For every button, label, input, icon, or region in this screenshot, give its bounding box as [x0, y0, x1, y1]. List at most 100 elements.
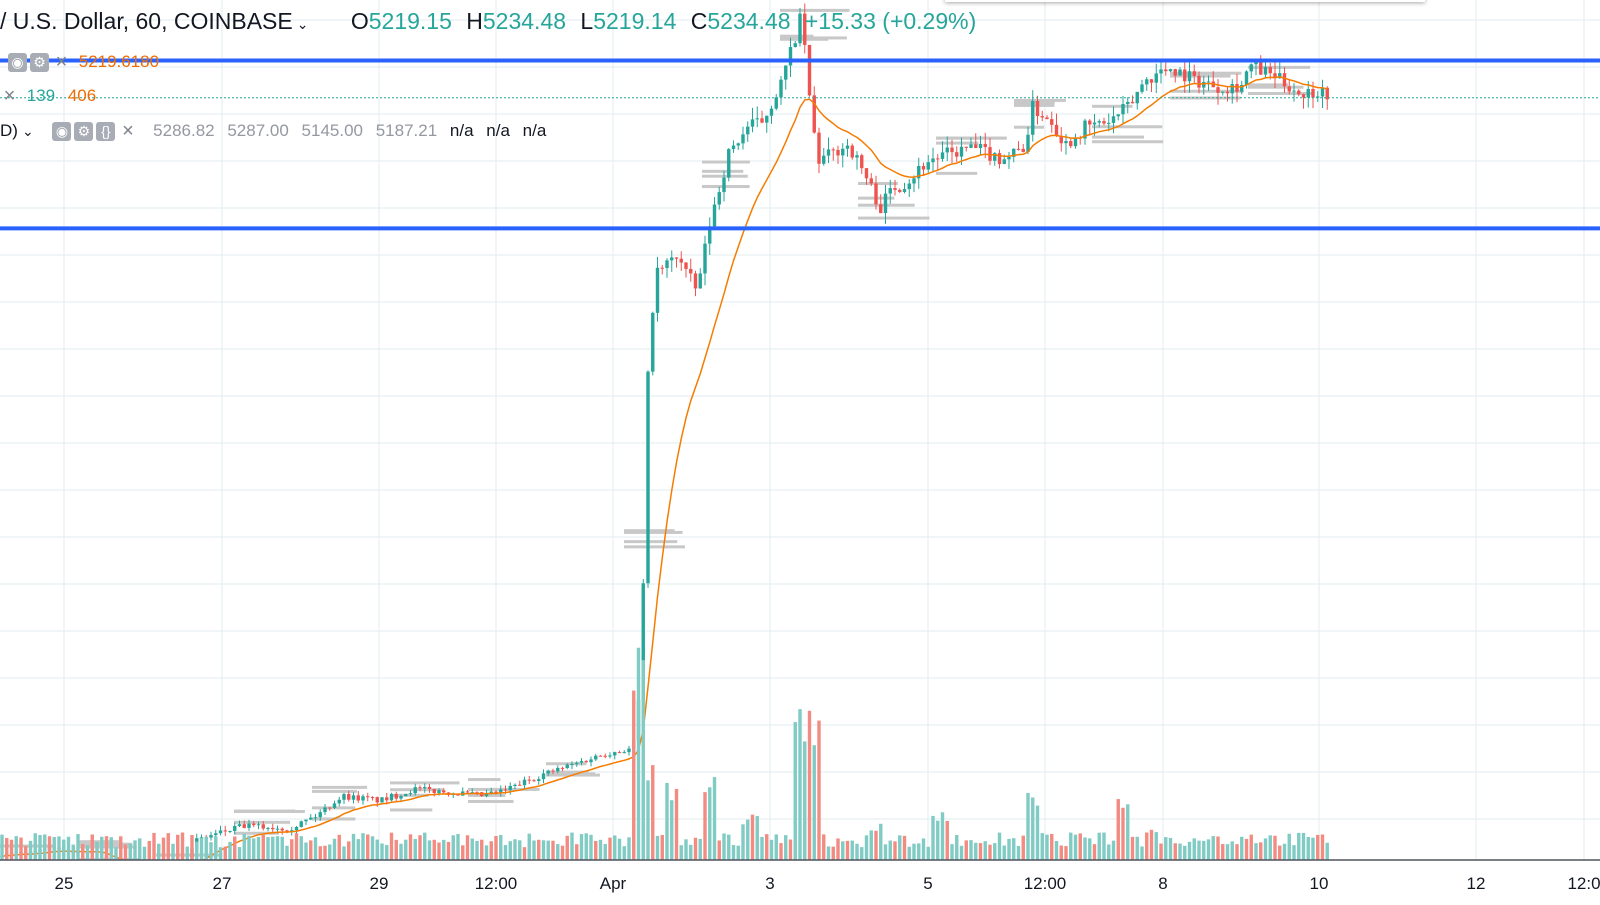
volume-bar [28, 840, 33, 860]
volume-bar [385, 844, 389, 860]
candle-body [765, 115, 769, 123]
eye-icon[interactable]: ◉ [52, 122, 72, 142]
candle-body [613, 752, 617, 756]
volume-profile-bar [1248, 65, 1311, 69]
volume-bar [974, 842, 978, 860]
candle-body [209, 835, 213, 838]
volume-profile-bar [234, 809, 305, 813]
volume-bar [793, 722, 797, 860]
candle-body [1268, 67, 1272, 74]
volume-profile-bar [468, 778, 501, 782]
symbol-legend[interactable]: / U.S. Dollar, 60, COINBASE ⌄ O5219.15 H5… [0, 8, 976, 35]
candle-body [575, 762, 579, 765]
high-label: H [466, 8, 483, 34]
volume-bar [936, 820, 940, 860]
candle-body [1140, 84, 1144, 92]
volume-profile-bar [78, 840, 119, 844]
candle-body [570, 764, 574, 766]
candle-body [674, 257, 679, 259]
volume-bar [152, 832, 156, 860]
volume-bar [570, 832, 574, 860]
candle-body [1126, 101, 1130, 105]
candle-body [594, 755, 598, 760]
volume-profile-bar [546, 770, 589, 774]
gear-icon[interactable]: ⚙ [74, 122, 94, 142]
volume-bar [252, 838, 256, 860]
volume-bar [1187, 841, 1192, 860]
eye-icon[interactable]: ◉ [8, 53, 27, 73]
volume-bar [1325, 842, 1329, 860]
volume-bar [750, 814, 755, 860]
indicator-3-legend: D) ⌄ ◉ ⚙{} × 5286.82 5287.00 5145.00 5187.2… [0, 120, 546, 143]
candle-body [1320, 87, 1325, 97]
candle-body [803, 13, 807, 45]
volume-bar [290, 839, 294, 860]
volume-bar [43, 834, 47, 860]
close-icon[interactable]: × [122, 120, 134, 143]
low-value: 5219.14 [593, 8, 677, 34]
volume-bar [741, 824, 745, 860]
volume-bar [883, 844, 888, 860]
volume-bar [351, 833, 356, 860]
candle-body [617, 752, 622, 754]
symbol-title[interactable]: / U.S. Dollar, 60, COINBASE [0, 8, 293, 34]
braces-icon[interactable]: {} [96, 122, 116, 142]
volume-bar [798, 709, 802, 860]
candle-body [1102, 121, 1106, 124]
candle-body [907, 183, 911, 190]
candle-body [603, 755, 607, 757]
volume-bar [703, 792, 707, 860]
candle-body [860, 155, 864, 169]
candle-body [1311, 88, 1315, 98]
volume-bar [907, 846, 911, 860]
candle-body [418, 787, 422, 789]
candle-body [983, 143, 987, 148]
candle-body [874, 183, 878, 205]
volume-bar [247, 835, 251, 860]
volume-bar [888, 840, 892, 860]
volume-bar [518, 840, 522, 860]
candle-body [214, 833, 218, 836]
candle-body [670, 257, 674, 261]
close-icon[interactable]: × [55, 51, 68, 74]
close-icon[interactable]: × [3, 85, 16, 108]
volume-bar [204, 836, 208, 860]
x-tick-label: 10 [1310, 874, 1329, 893]
candle-body [836, 149, 840, 156]
volume-bar [684, 839, 688, 860]
volume-bar [1092, 844, 1097, 860]
volume-bar [1202, 840, 1206, 860]
volume-bar [470, 838, 474, 860]
volume-profile-bar [858, 216, 930, 220]
volume-bar [731, 845, 736, 860]
volume-bar [993, 843, 997, 860]
gear-icon[interactable]: ⚙ [30, 53, 49, 73]
volume-bar [304, 842, 308, 860]
chevron-down-icon[interactable]: ⌄ [296, 16, 309, 32]
volume-bar [166, 833, 170, 860]
volume-bar [223, 846, 227, 860]
volume-bar [394, 839, 398, 860]
candle-body [1282, 73, 1287, 87]
volume-bar [1259, 842, 1263, 860]
chevron-down-icon[interactable]: ⌄ [21, 123, 34, 139]
volume-bar [955, 835, 959, 860]
volume-bar [1126, 804, 1130, 860]
volume-bar [299, 836, 303, 860]
candle-body [788, 47, 793, 66]
volume-bar [689, 844, 693, 860]
candle-body [584, 761, 588, 763]
volume-bar [190, 834, 194, 860]
volume-profile-bar [468, 787, 540, 791]
volume-bar [1178, 843, 1182, 860]
candle-body [266, 827, 270, 829]
volume-bar [632, 690, 636, 860]
volume-bar [760, 836, 764, 860]
volume-profile-bar [1170, 71, 1242, 75]
volume-bar [983, 841, 987, 860]
volume-profile-bar [1248, 83, 1289, 87]
moving-average-line [1, 76, 1328, 873]
candle-body [1073, 137, 1078, 147]
